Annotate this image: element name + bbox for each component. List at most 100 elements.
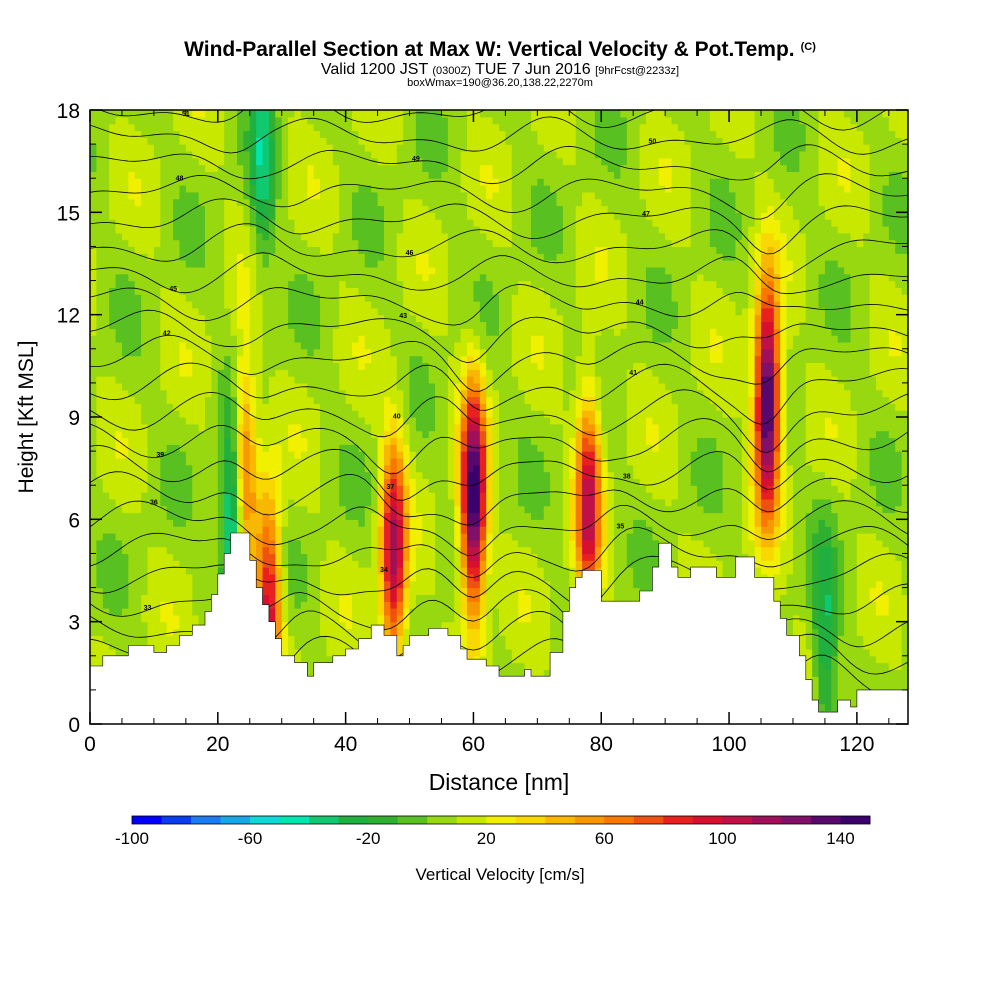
w-cell <box>307 526 315 534</box>
w-cell <box>198 225 206 234</box>
w-cell <box>249 171 257 179</box>
w-cell <box>96 457 104 466</box>
w-cell <box>185 335 193 343</box>
w-cell <box>435 389 443 398</box>
w-cell <box>224 382 232 391</box>
w-cell <box>128 362 136 370</box>
w-cell <box>192 567 200 575</box>
w-cell <box>96 198 104 207</box>
w-cell <box>364 150 372 159</box>
w-cell <box>352 150 360 159</box>
w-cell <box>383 246 391 254</box>
w-cell <box>102 594 110 602</box>
w-cell <box>236 526 244 534</box>
w-cell <box>441 587 449 595</box>
w-cell <box>262 464 270 473</box>
w-cell <box>409 116 417 125</box>
w-cell <box>102 239 110 248</box>
w-cell <box>339 580 347 589</box>
w-cell <box>288 553 296 561</box>
w-cell <box>96 164 104 172</box>
w-cell <box>313 457 321 466</box>
w-cell <box>313 648 321 657</box>
w-cell <box>153 137 161 145</box>
w-cell <box>428 341 436 350</box>
w-cell <box>249 423 257 432</box>
w-cell <box>371 253 379 261</box>
w-cell <box>371 437 379 445</box>
w-cell <box>275 478 283 486</box>
w-cell <box>217 444 225 452</box>
w-cell <box>307 287 315 295</box>
w-cell <box>236 157 244 166</box>
w-cell <box>205 403 213 411</box>
w-cell <box>428 191 436 200</box>
w-cell <box>288 526 296 534</box>
w-cell <box>243 444 251 452</box>
w-cell <box>121 628 129 636</box>
w-cell <box>409 362 417 370</box>
w-cell <box>128 110 136 118</box>
w-cell <box>294 348 302 357</box>
w-cell <box>339 614 347 623</box>
w-cell <box>185 451 193 459</box>
w-cell <box>102 560 110 568</box>
w-cell <box>403 116 411 125</box>
w-cell <box>281 185 289 193</box>
w-cell <box>141 376 149 384</box>
w-cell <box>205 219 213 227</box>
w-cell <box>352 205 360 213</box>
w-cell <box>371 519 379 527</box>
w-cell <box>281 403 289 411</box>
w-cell <box>288 532 296 541</box>
w-cell <box>377 403 385 411</box>
w-cell <box>435 601 443 609</box>
w-cell <box>441 573 449 582</box>
w-cell <box>153 266 161 275</box>
w-cell <box>205 239 213 248</box>
w-cell <box>300 389 308 398</box>
w-cell <box>185 110 193 118</box>
w-cell <box>428 546 436 555</box>
w-cell <box>121 287 129 295</box>
w-cell <box>409 614 417 623</box>
w-cell <box>415 492 423 500</box>
w-cell <box>243 451 251 459</box>
w-cell <box>428 355 436 364</box>
w-cell <box>300 587 308 595</box>
w-cell <box>300 594 308 602</box>
w-cell <box>300 512 308 520</box>
w-cell <box>134 239 142 248</box>
w-cell <box>141 587 149 595</box>
w-cell <box>371 321 379 329</box>
w-cell <box>224 273 232 282</box>
w-cell <box>198 212 206 220</box>
w-cell <box>96 478 104 486</box>
w-cell <box>179 178 187 186</box>
w-cell <box>224 369 232 377</box>
w-cell <box>179 471 187 479</box>
w-cell <box>415 457 423 466</box>
w-cell <box>377 219 385 227</box>
w-cell <box>256 246 264 254</box>
w-cell <box>390 328 398 336</box>
w-cell <box>166 471 174 479</box>
w-cell <box>326 171 334 179</box>
w-cell <box>198 410 206 418</box>
w-cell <box>109 519 117 527</box>
w-cell <box>109 498 117 507</box>
w-cell <box>109 389 117 398</box>
w-cell <box>281 587 289 595</box>
w-cell <box>179 225 187 234</box>
w-cell <box>173 382 181 391</box>
w-cell <box>320 362 328 370</box>
w-cell <box>288 205 296 213</box>
w-cell <box>332 185 340 193</box>
w-cell <box>173 260 181 268</box>
w-cell <box>90 621 97 630</box>
w-cell <box>102 396 110 404</box>
w-cell <box>358 457 366 466</box>
w-cell <box>288 471 296 479</box>
w-cell <box>383 362 391 370</box>
w-cell <box>90 287 97 295</box>
